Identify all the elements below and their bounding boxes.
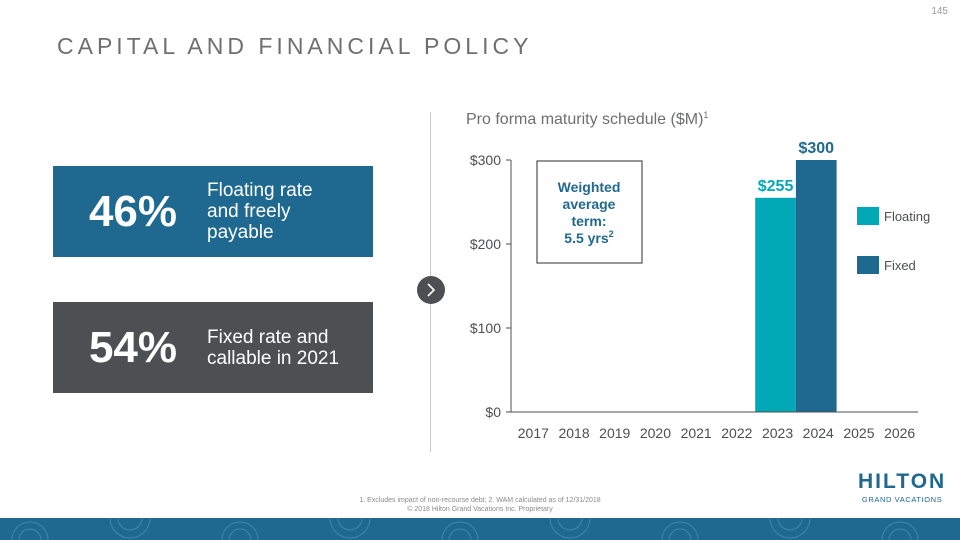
page-number: 145 <box>931 6 948 17</box>
fixed-rate-card: 54% Fixed rate and callable in 2021 <box>53 302 373 393</box>
data-label-2024: $300 <box>798 140 834 157</box>
maturity-chart: Pro forma maturity schedule ($M)1 $0 $100… <box>466 110 930 441</box>
next-button[interactable] <box>417 276 445 304</box>
floating-desc-line-1: Floating rate <box>207 180 313 201</box>
wam-line-3: term: <box>571 213 606 229</box>
x-tick-label: 2023 <box>762 425 793 441</box>
bars <box>755 160 837 412</box>
x-tick-label: 2018 <box>558 425 589 441</box>
chart-title: Pro forma maturity schedule ($M)1 <box>466 110 708 128</box>
logo-tagline: GRAND VACATIONS <box>861 495 943 504</box>
wam-line-4: 5.5 yrs2 <box>564 229 613 246</box>
decorative-footer-band <box>0 518 960 540</box>
slide-title: CAPITAL AND FINANCIAL POLICY <box>57 33 533 59</box>
fixed-desc-line-1: Fixed rate and <box>207 326 329 348</box>
floating-description: Floating rate and freely payable <box>205 180 313 243</box>
wam-line-1: Weighted <box>558 179 621 195</box>
legend-swatch-fixed <box>857 256 879 274</box>
x-tick-label: 2022 <box>721 425 752 441</box>
wam-line-2: average <box>563 196 616 212</box>
y-tick-label: $200 <box>470 236 501 252</box>
fixed-percent: 54% <box>88 322 178 372</box>
x-tick-label: 2017 <box>518 425 549 441</box>
legend-label-floating: Floating <box>884 209 930 224</box>
hilton-logo: HILTON GRAND VACATIONS <box>858 470 946 504</box>
chevron-right-icon <box>427 283 436 297</box>
fixed-description: Fixed rate and callable in 2021 <box>205 327 339 369</box>
floating-rate-card: 46% Floating rate and freely payable <box>53 166 373 257</box>
x-tick-label: 2021 <box>681 425 712 441</box>
fixed-desc-line-2: callable in 2021 <box>207 347 340 369</box>
footnote: 1. Excludes impact of non-recourse debt;… <box>300 496 660 514</box>
floating-percent: 46% <box>88 186 178 236</box>
y-axis: $0 $100 $200 $300 <box>470 152 512 420</box>
data-label-2023: $255 <box>758 178 794 195</box>
y-tick-label: $100 <box>470 320 501 336</box>
copyright-line: © 2018 Hilton Grand Vacations Inc. Propr… <box>407 506 553 513</box>
data-labels: $255 $300 <box>758 140 834 195</box>
bar-fixed-2024 <box>795 160 837 412</box>
legend-swatch-floating <box>857 207 879 225</box>
x-tick-label: 2024 <box>803 425 834 441</box>
floating-desc-line-2: and freely <box>207 201 291 222</box>
bar-floating-2023 <box>755 197 796 412</box>
y-tick-label: $0 <box>485 404 501 420</box>
x-tick-label: 2026 <box>884 425 915 441</box>
x-tick-label: 2019 <box>599 425 630 441</box>
x-axis: 2017 2018 2019 2020 2021 2022 2023 2024 2025 2026 <box>511 411 918 441</box>
floating-desc-line-3: payable <box>207 222 274 243</box>
logo-wordmark: HILTON <box>858 470 947 493</box>
x-tick-label: 2025 <box>843 425 874 441</box>
legend: Floating Fixed <box>857 207 930 274</box>
wam-annotation: Weighted average term: 5.5 yrs2 <box>536 160 643 264</box>
x-tick-label: 2020 <box>640 425 671 441</box>
y-tick-label: $300 <box>470 152 501 168</box>
footnote-line-1: 1. Excludes impact of non-recourse debt;… <box>359 497 601 504</box>
legend-label-fixed: Fixed <box>884 258 916 273</box>
